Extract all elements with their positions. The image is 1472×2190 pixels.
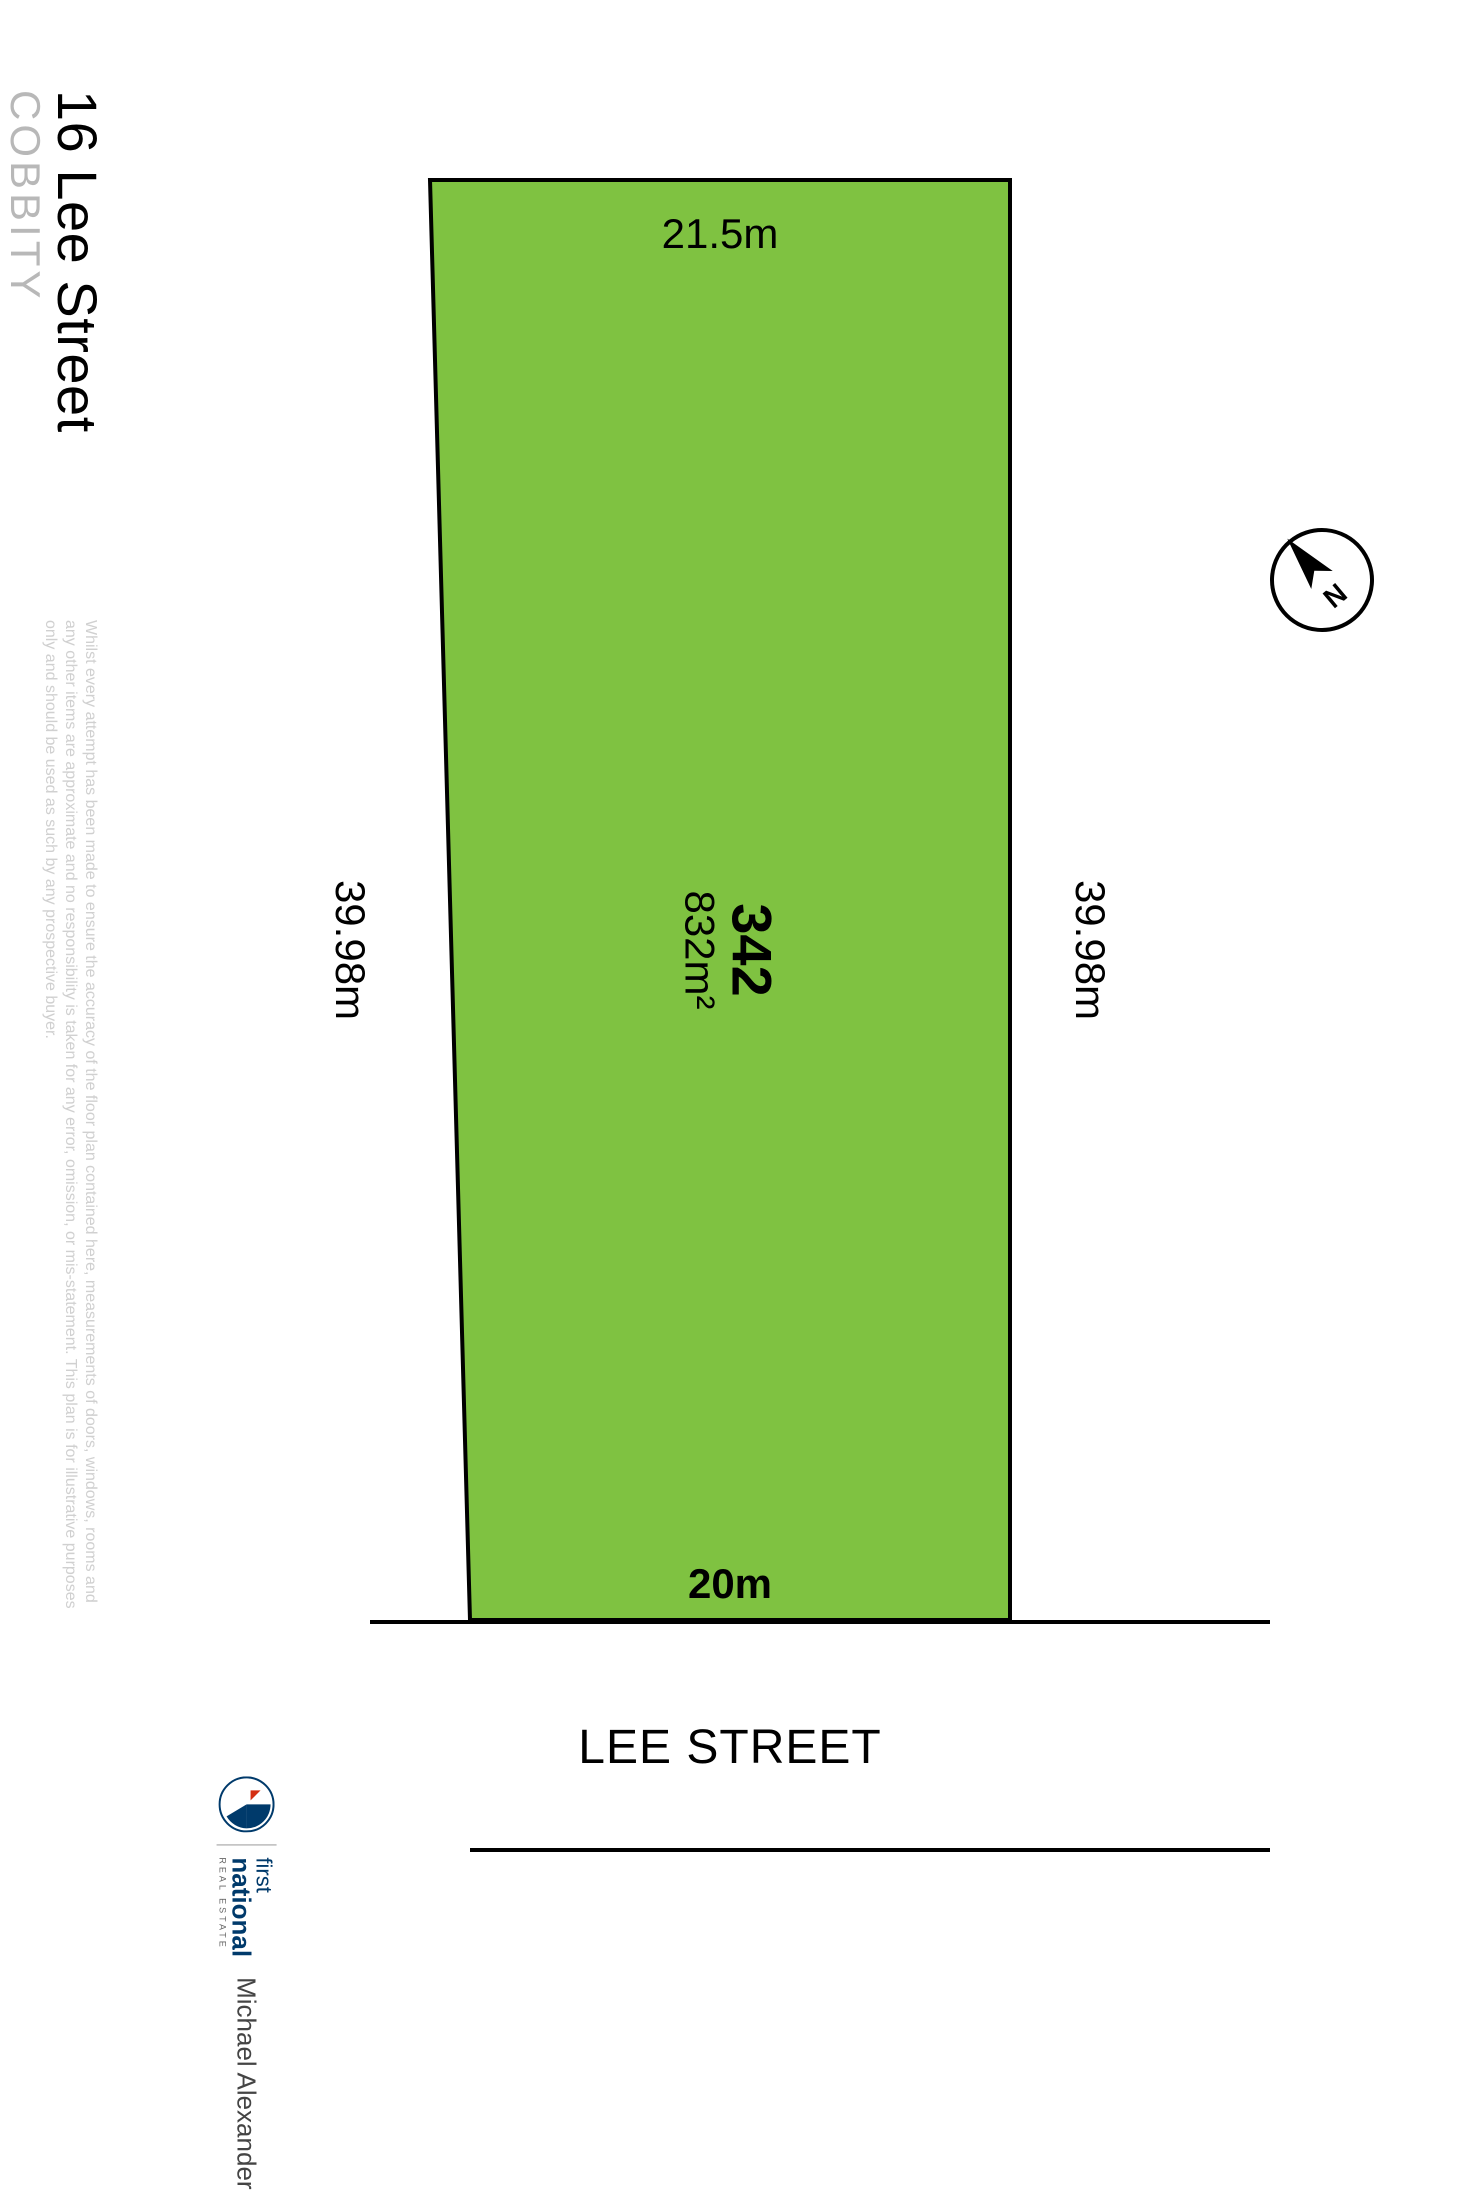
svg-text:N: N	[1317, 577, 1352, 614]
plot-area: (function(){ const d = JSON.parse(docume…	[220, 0, 1472, 2083]
lot-area: 832m²	[676, 890, 724, 1009]
dimension-right: 39.98m	[1066, 880, 1114, 1020]
site-plan-page: 16 Lee Street COBBITY Whilst every attem…	[0, 0, 1472, 2083]
north-compass-icon: N	[1262, 520, 1382, 640]
dimension-bottom: 20m	[688, 1560, 772, 1608]
address-line2: COBBITY	[1, 90, 49, 433]
lot-label: 342 832m²	[676, 890, 785, 1009]
street-name: LEE STREET	[578, 1720, 881, 1775]
lot-number: 342	[720, 890, 785, 1009]
dimension-left: 39.98m	[326, 880, 374, 1020]
disclaimer-text: Whilst every attempt has been made to en…	[40, 620, 100, 1620]
left-info-strip: 16 Lee Street COBBITY Whilst every attem…	[0, 0, 220, 2083]
address-line1: 16 Lee Street	[45, 90, 110, 433]
dimension-top: 21.5m	[662, 210, 779, 258]
address-block: 16 Lee Street COBBITY	[1, 90, 110, 433]
